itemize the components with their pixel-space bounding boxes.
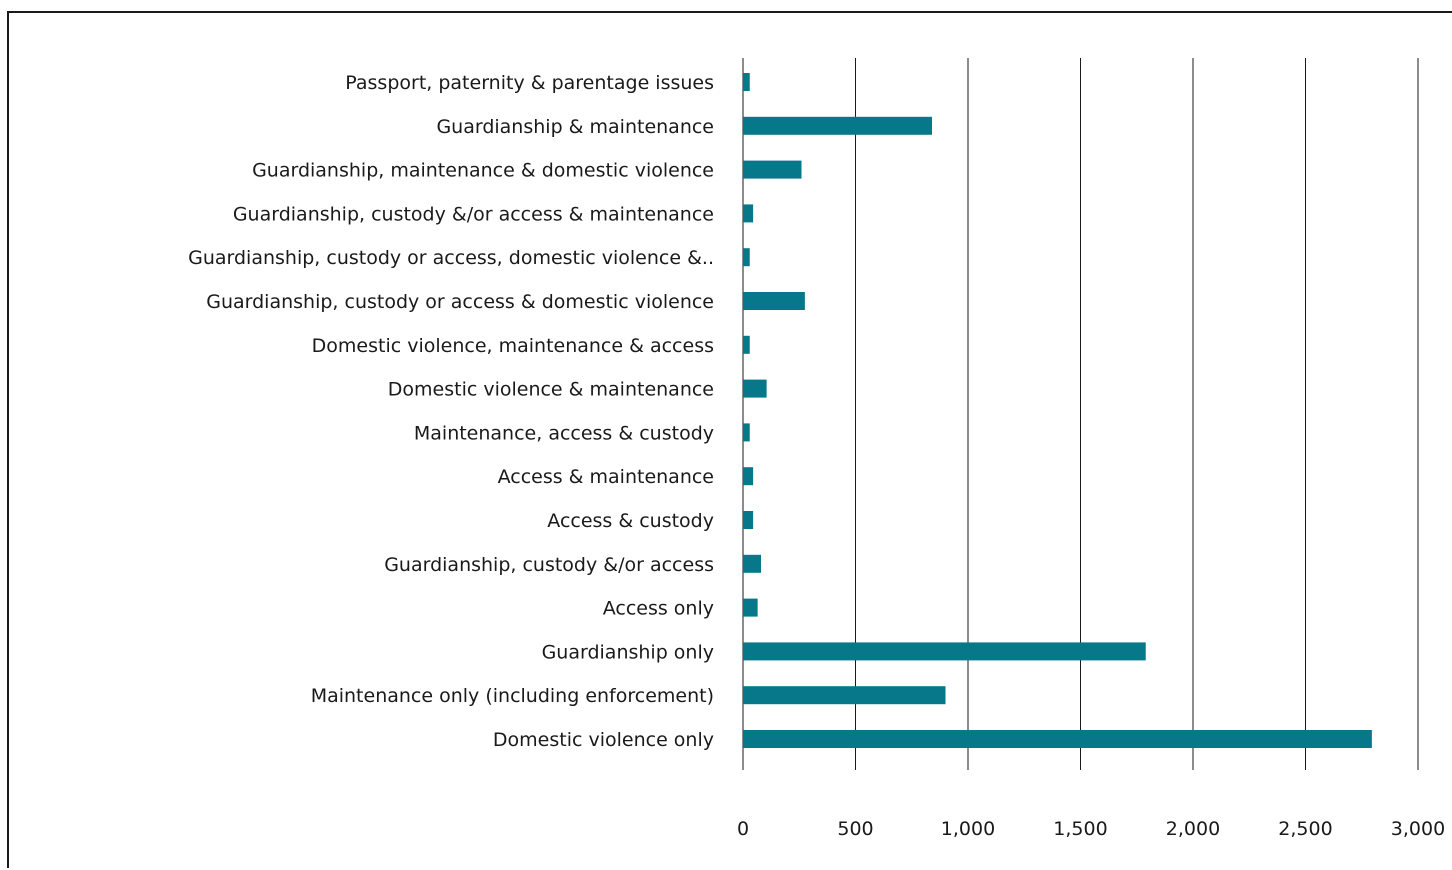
- bars: [743, 73, 1372, 748]
- bar: [743, 292, 805, 310]
- category-label: Access & maintenance: [498, 466, 714, 488]
- bar: [743, 730, 1372, 748]
- bar: [743, 686, 946, 705]
- category-label: Guardianship & maintenance: [436, 116, 714, 138]
- category-label: Guardianship, maintenance & domestic vio…: [252, 160, 714, 182]
- chart-frame: Passport, paternity & parentage issues Gu…: [7, 11, 1452, 868]
- bar: [743, 511, 754, 529]
- category-labels: Passport, paternity & parentage issues Gu…: [188, 72, 714, 751]
- bar: [743, 116, 932, 135]
- category-label: Maintenance, access & custody: [414, 422, 714, 444]
- x-tick-label: 1,500: [1053, 818, 1107, 840]
- category-label: Guardianship, custody or access & domest…: [206, 291, 714, 313]
- category-label: Domestic violence, maintenance & access: [312, 335, 714, 357]
- category-label: Passport, paternity & parentage issues: [345, 72, 714, 94]
- bar: [743, 598, 758, 617]
- category-label: Maintenance only (including enforcement): [311, 685, 714, 707]
- bar: [743, 423, 750, 442]
- x-tick-label: 500: [837, 818, 873, 840]
- bar: [743, 467, 754, 486]
- bar: [743, 204, 754, 223]
- category-label: Guardianship, custody &/or access & main…: [233, 203, 714, 225]
- bar: [743, 379, 767, 398]
- bar-chart: Passport, paternity & parentage issues Gu…: [188, 58, 1445, 840]
- x-tick-label: 0: [737, 818, 749, 840]
- category-label: Access & custody: [547, 510, 714, 532]
- x-tick-label: 1,000: [941, 818, 995, 840]
- category-label: Guardianship only: [542, 641, 714, 663]
- bar: [743, 73, 750, 91]
- bar: [743, 248, 750, 267]
- bar: [743, 642, 1146, 661]
- bar: [743, 160, 802, 179]
- x-tick-label: 2,000: [1166, 818, 1220, 840]
- category-label: Guardianship, custody or access, domesti…: [188, 247, 714, 269]
- bar: [743, 335, 750, 354]
- category-label: Guardianship, custody &/or access: [384, 554, 714, 576]
- gridlines: [742, 58, 1419, 770]
- category-label: Access only: [603, 598, 714, 620]
- category-label: Domestic violence & maintenance: [388, 379, 714, 401]
- x-tick-label: 2,500: [1278, 818, 1332, 840]
- x-axis-tick-labels: 0 500 1,000 1,500 2,000 2,500 3,000: [737, 818, 1445, 840]
- bar: [743, 554, 761, 573]
- x-tick-label: 3,000: [1391, 818, 1445, 840]
- category-label: Domestic violence only: [493, 729, 714, 751]
